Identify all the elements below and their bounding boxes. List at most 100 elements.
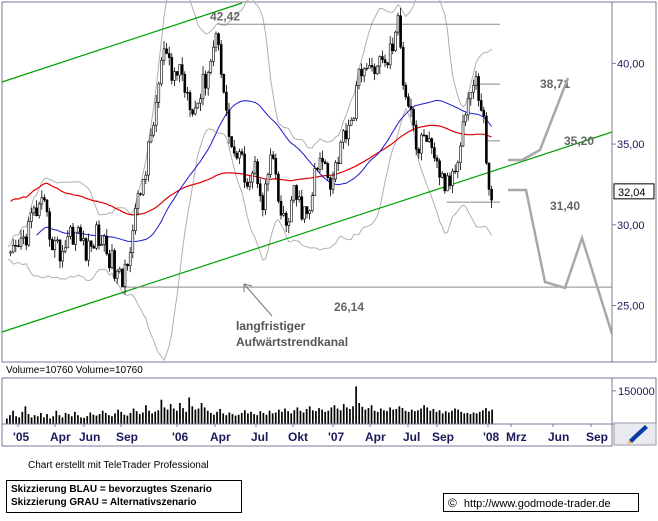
volume-bar — [52, 416, 55, 424]
toolbar-pencil-button[interactable] — [613, 422, 657, 446]
source-url[interactable]: http://www.godmode-trader.de — [463, 498, 611, 510]
volume-bar — [39, 412, 42, 424]
candle — [214, 31, 218, 52]
annotation-arrowhead — [243, 283, 253, 292]
time-tick-label: Sep — [432, 430, 454, 444]
volume-bar — [469, 414, 472, 424]
candle-body — [17, 245, 20, 247]
candle-body — [154, 102, 158, 126]
candle — [485, 112, 488, 165]
candle — [165, 42, 168, 55]
candle — [381, 50, 384, 64]
candle-body — [136, 193, 140, 209]
candle-body — [386, 62, 389, 66]
candle — [191, 108, 194, 117]
candle-body — [362, 68, 366, 77]
candle-body — [115, 270, 119, 279]
candle — [427, 131, 431, 144]
volume-bar — [420, 408, 422, 424]
candle-body — [373, 66, 376, 74]
volume-bar — [240, 412, 243, 424]
candle-body — [404, 84, 408, 98]
candle-body — [139, 193, 142, 195]
volume-bar — [308, 406, 311, 424]
candle-body — [303, 206, 306, 220]
candle-body — [157, 83, 161, 103]
candle-body — [217, 33, 220, 45]
candle-body — [76, 227, 80, 233]
volume-bar — [141, 412, 144, 424]
candle-body — [388, 43, 392, 66]
volume-bar — [163, 407, 166, 424]
candle — [134, 203, 137, 235]
candle — [141, 178, 145, 197]
candle-body — [420, 134, 423, 154]
time-tick-label: Apr — [365, 430, 386, 444]
candle — [56, 236, 59, 244]
candle — [183, 71, 187, 98]
volume-bar — [234, 415, 237, 424]
price-panel: 42,42 38,71 35,20 31,40 26,14 langfristiger Au… — [1, 0, 614, 363]
candle — [308, 209, 311, 220]
candle-body — [32, 207, 36, 214]
volume-bar — [222, 413, 225, 424]
candle-body — [61, 251, 64, 262]
candle-body — [227, 109, 231, 137]
volume-bar — [460, 411, 463, 424]
candle-body — [451, 170, 454, 186]
candle-body — [11, 245, 15, 253]
candle — [329, 176, 332, 197]
candle-body — [35, 207, 38, 217]
volume-bar — [104, 412, 107, 424]
candle-body — [323, 161, 327, 164]
candle-body — [313, 167, 317, 197]
candle-body — [69, 226, 72, 237]
candle-body — [152, 124, 155, 136]
volume-bar — [389, 407, 391, 424]
candle — [238, 148, 241, 165]
volume-bar — [296, 407, 299, 424]
candle-body — [22, 236, 25, 239]
candle-body — [336, 162, 340, 164]
candle-body — [71, 226, 75, 245]
volume-bar — [410, 409, 413, 424]
candle-body — [245, 181, 249, 187]
candle-body — [230, 136, 233, 148]
candle-body — [310, 195, 314, 212]
candle-body — [407, 96, 410, 107]
candle-body — [58, 239, 62, 262]
candle — [76, 225, 80, 233]
candle — [95, 221, 98, 251]
volume-bar — [401, 408, 404, 424]
volume-bar — [151, 413, 153, 424]
candle-body — [329, 177, 332, 190]
candle-body — [297, 196, 301, 200]
volume-bar — [336, 408, 339, 424]
candle-body — [48, 211, 51, 240]
candle-body — [381, 56, 384, 60]
candle-body — [238, 151, 241, 159]
candle-body — [401, 46, 405, 86]
candle-body — [383, 59, 387, 64]
candle — [399, 8, 402, 50]
candle-body — [443, 173, 447, 192]
candle — [115, 269, 119, 284]
candle — [388, 36, 392, 70]
candle — [490, 185, 493, 208]
candle-body — [178, 64, 181, 76]
volume-bar — [417, 410, 419, 424]
volume-bar — [114, 413, 116, 424]
volume-bar — [373, 410, 376, 424]
volume-bar — [438, 410, 441, 424]
candle-body — [183, 73, 187, 93]
time-tick-label: Sep — [116, 430, 138, 444]
time-tick-label: '06 — [172, 430, 189, 444]
volume-bar — [364, 409, 367, 424]
volume-bar — [447, 412, 450, 424]
volume-bar — [175, 410, 178, 424]
candle — [154, 94, 158, 132]
volume-bar — [107, 415, 110, 424]
source-link[interactable]: © http://www.godmode-trader.de — [443, 493, 639, 512]
time-tick-label: Apr — [50, 430, 71, 444]
candle-body — [339, 141, 343, 164]
